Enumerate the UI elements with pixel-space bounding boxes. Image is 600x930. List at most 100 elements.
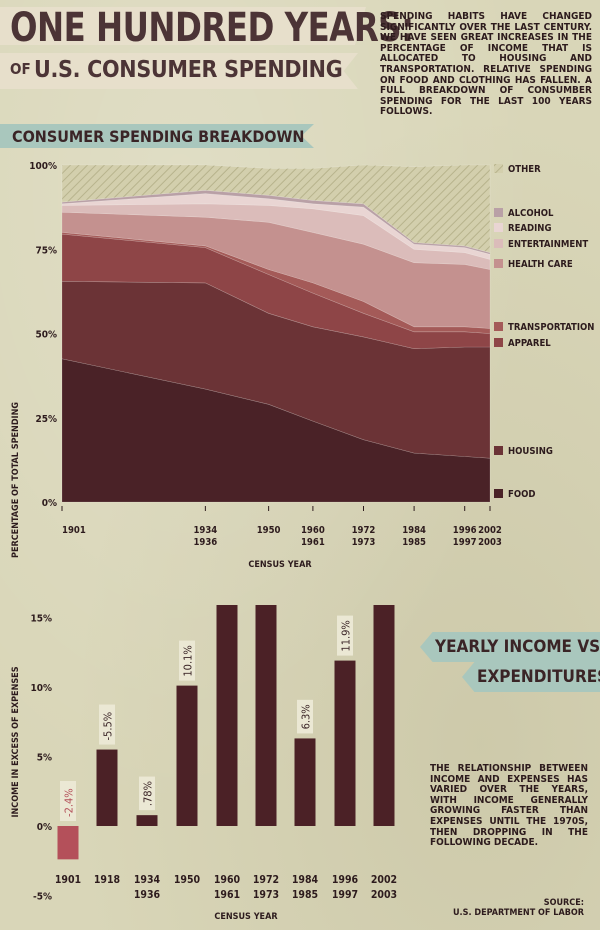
- bar-y-tick-label: 5%: [37, 753, 52, 764]
- bar: [216, 605, 238, 826]
- area-x-tick-label: 1936: [193, 537, 217, 548]
- income-description: The relationship between income and expe…: [430, 763, 588, 849]
- bar: [136, 815, 158, 826]
- section-title-income-line1: YEARLY INCOME VS.: [435, 637, 600, 657]
- bar: [334, 660, 356, 826]
- section-ribbon-breakdown: [0, 124, 314, 148]
- bar-x-tick-label: 1996: [332, 874, 359, 886]
- bar-y-tick-label: 0%: [37, 822, 52, 833]
- bar-x-tick-label: 1997: [332, 889, 358, 901]
- section-title-income-line2: EXPENDITURES: [477, 667, 600, 687]
- area-x-tick-label: 1901: [62, 525, 86, 536]
- bar-x-tick-label: 1973: [253, 889, 279, 901]
- bar: [255, 605, 277, 826]
- bar-y-axis-label: INCOME IN EXCESS OF EXPENSES: [11, 666, 21, 817]
- legend-label-reading: READING: [508, 223, 551, 234]
- area-x-tick-label: 1972: [352, 525, 376, 536]
- page-title-line2: U.S. CONSUMER SPENDING: [34, 57, 343, 83]
- bar: [294, 738, 316, 826]
- bar: [57, 826, 79, 860]
- bar-y-tick-label: -5%: [33, 892, 52, 903]
- page-title-of: OF: [10, 60, 31, 78]
- bar-value-label: 6.3%: [300, 704, 313, 729]
- bar-value-label-bg: [139, 776, 155, 811]
- bar-value-label-bg: [337, 615, 353, 656]
- legend-swatch-health-care: [494, 259, 503, 268]
- bar-value-label: -2.4%: [63, 788, 76, 817]
- bar-x-tick-label: 1984: [292, 874, 319, 886]
- bar-x-tick-label: 1918: [94, 874, 120, 886]
- area-x-tick-label: 1996: [453, 525, 477, 536]
- legend-label-alcohol: ALCOHOL: [508, 208, 554, 219]
- title-banner-1: [0, 7, 366, 45]
- area-x-tick-label: 1960: [301, 525, 325, 536]
- legend-swatch-alcohol: [494, 208, 503, 217]
- bar-x-tick-label: 1934: [134, 874, 161, 886]
- section-ribbon-income-2: [462, 662, 600, 692]
- bar-value-label: 10.1%: [182, 645, 195, 676]
- bar-y-tick-label: 15%: [30, 614, 52, 625]
- legend-label-entertainment: ENTERTAINMENT: [508, 239, 588, 250]
- bar-x-tick-label: 2002: [371, 874, 397, 886]
- bar-value-label-bg: [297, 699, 313, 734]
- bar-x-tick-label: 2003: [371, 889, 397, 901]
- legend-label-health-care: HEALTH CARE: [508, 259, 573, 270]
- legend-swatch-other: [494, 164, 503, 173]
- area-y-tick-label: 100%: [29, 161, 57, 172]
- bar-value-label-bg: [99, 704, 115, 745]
- area-x-tick-label: 1985: [402, 537, 426, 548]
- legend-swatch-housing: [494, 446, 503, 455]
- bar: [96, 749, 118, 826]
- bar-value-label-bg: [179, 640, 195, 681]
- area-x-tick-label: 1984: [402, 525, 426, 536]
- legend-label-apparel: APPAREL: [508, 338, 551, 349]
- page-title-line1: ONE HUNDRED YEARS:: [10, 5, 414, 51]
- legend-swatch-food: [494, 489, 503, 498]
- area-transportation: [61, 232, 491, 334]
- area-x-tick-label: 1973: [352, 537, 376, 548]
- area-entertainment: [61, 203, 491, 270]
- area-y-tick-label: 50%: [35, 330, 57, 341]
- area-y-tick-label: 25%: [35, 414, 57, 425]
- bar-x-tick-label: 1960: [214, 874, 241, 886]
- title-banner-2: [0, 53, 358, 89]
- area-x-tick-label: 1997: [453, 537, 477, 548]
- area-y-axis-label: PERCENTAGE OF TOTAL SPENDING: [11, 402, 21, 558]
- area-x-tick-label: 2002: [478, 525, 502, 536]
- bar-x-tick-label: 1936: [134, 889, 161, 901]
- legend-swatch-transportation: [494, 322, 503, 331]
- legend-label-transportation: TRANSPORTATION: [508, 322, 594, 333]
- intro-text: Spending habits have changed significant…: [380, 11, 592, 118]
- legend-label-other: OTHER: [508, 164, 541, 175]
- bar-value-label: -5.5%: [102, 712, 115, 741]
- bar-value-label: .78%: [142, 781, 155, 806]
- legend-swatch-entertainment: [494, 239, 503, 248]
- bar-x-tick-label: 1901: [55, 874, 81, 886]
- legend-label-housing: HOUSING: [508, 446, 553, 457]
- bar-x-tick-label: 1972: [253, 874, 279, 886]
- area-x-tick-label: 1950: [257, 525, 281, 536]
- bar-value-label: 11.9%: [340, 620, 353, 651]
- area-x-axis-label: CENSUS YEAR: [248, 560, 312, 570]
- section-title-breakdown: CONSUMER SPENDING BREAKDOWN: [12, 127, 305, 146]
- bar-x-axis-label: CENSUS YEAR: [214, 912, 278, 922]
- legend-swatch-apparel: [494, 338, 503, 347]
- legend-label-food: FOOD: [508, 489, 535, 500]
- bar-x-tick-label: 1961: [214, 889, 240, 901]
- bar-y-tick-label: 10%: [30, 683, 52, 694]
- area-y-tick-label: 75%: [35, 245, 57, 256]
- bar: [373, 605, 395, 826]
- area-x-tick-label: 1961: [301, 537, 325, 548]
- area-x-tick-label: 2003: [478, 537, 502, 548]
- area-y-tick-label: 0%: [42, 498, 57, 509]
- source-label: SOURCE:: [543, 898, 584, 908]
- section-ribbon-income-1: [420, 632, 600, 662]
- area-other: [61, 164, 491, 253]
- source-text: U.S. DEPARTMENT OF LABOR: [452, 908, 584, 918]
- legend-swatch-reading: [494, 223, 503, 232]
- bar: [176, 685, 198, 826]
- area-x-tick-label: 1934: [193, 525, 217, 536]
- bar-value-label-bg: [60, 781, 76, 821]
- bar-x-tick-label: 1985: [292, 889, 318, 901]
